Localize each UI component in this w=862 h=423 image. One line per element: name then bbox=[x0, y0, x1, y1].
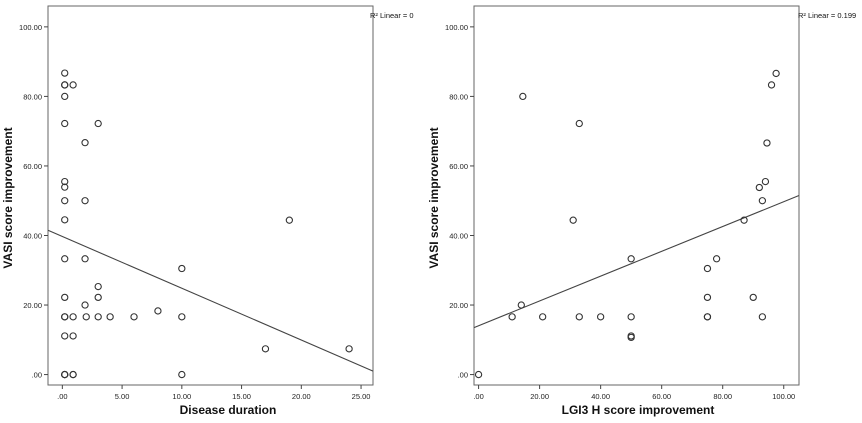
y-axis-title-left: VASI score improvement bbox=[1, 127, 15, 268]
x-tick-label-right-4: 80.00 bbox=[713, 392, 732, 401]
data-point-left-31 bbox=[106, 313, 114, 321]
data-point-left-24 bbox=[81, 255, 89, 263]
data-point-left-36 bbox=[178, 370, 186, 379]
data-point-right-5 bbox=[569, 216, 577, 224]
plot-frame-right bbox=[473, 5, 800, 386]
data-point-left-9 bbox=[61, 255, 69, 263]
data-point-right-19 bbox=[749, 293, 757, 302]
plot-area-left: .00 5.00 10.00 15.00 20.00 25.00 .00 20.00 40.00… bbox=[19, 23, 374, 401]
data-point-right-21 bbox=[758, 197, 767, 205]
data-point-left-7 bbox=[61, 197, 69, 205]
y-tick-label-left-3: 60.00 bbox=[23, 162, 42, 171]
data-point-left-37 bbox=[261, 345, 270, 353]
plot-area-right: .00 20.00 40.00 60.00 80.00 100.00 .00 20.00 40.… bbox=[445, 23, 800, 401]
data-point-left-32 bbox=[130, 313, 138, 321]
data-point-left-25 bbox=[81, 301, 89, 309]
x-tick-label-left-1: 5.00 bbox=[115, 392, 130, 401]
data-point-right-0 bbox=[474, 370, 483, 379]
data-point-right-24 bbox=[761, 177, 770, 186]
data-point-left-29 bbox=[94, 293, 102, 302]
data-point-left-8 bbox=[61, 216, 69, 224]
data-point-right-12 bbox=[627, 333, 635, 342]
data-point-right-1 bbox=[508, 313, 516, 321]
data-point-left-12 bbox=[61, 313, 69, 321]
fit-line-left bbox=[47, 229, 374, 372]
x-axis-title-left: Disease duration bbox=[180, 403, 277, 417]
x-tick-label-right-3: 60.00 bbox=[652, 392, 671, 401]
data-point-left-21 bbox=[69, 370, 77, 379]
data-point-right-25 bbox=[767, 81, 776, 89]
data-point-left-39 bbox=[345, 345, 353, 353]
data-point-left-38 bbox=[285, 216, 294, 224]
y-tick-label-right-2: 40.00 bbox=[449, 231, 468, 240]
data-point-right-17 bbox=[712, 255, 721, 263]
data-point-right-26 bbox=[772, 69, 780, 78]
y-tick-label-right-5: 100.00 bbox=[445, 23, 468, 32]
plot-frame-left bbox=[47, 5, 374, 386]
data-point-left-22 bbox=[81, 138, 89, 147]
data-point-right-13 bbox=[703, 264, 712, 273]
data-point-left-6 bbox=[61, 183, 69, 191]
x-tick-label-right-2: 40.00 bbox=[591, 392, 610, 401]
x-tick-label-right-1: 20.00 bbox=[530, 392, 549, 401]
data-point-left-2 bbox=[61, 81, 69, 89]
data-point-right-20 bbox=[755, 183, 763, 192]
data-point-left-16 bbox=[61, 370, 69, 379]
data-point-left-34 bbox=[178, 264, 186, 273]
data-point-right-7 bbox=[575, 313, 583, 321]
data-point-left-26 bbox=[82, 313, 90, 321]
data-point-left-18 bbox=[69, 313, 77, 321]
data-point-left-0 bbox=[61, 69, 69, 77]
x-tick-label-left-2: 10.00 bbox=[172, 392, 191, 401]
data-point-right-23 bbox=[763, 139, 771, 147]
chart-right: R² Linear = 0.199 LGI3 H score improveme… bbox=[427, 5, 856, 417]
data-point-left-27 bbox=[94, 119, 102, 128]
data-point-right-6 bbox=[575, 119, 583, 128]
data-point-right-16 bbox=[703, 313, 712, 321]
chart-left: R² Linear = 0 Disease duration VASI scor… bbox=[1, 5, 414, 417]
data-point-left-35 bbox=[178, 313, 186, 321]
data-point-left-30 bbox=[94, 313, 102, 321]
data-point-left-5 bbox=[61, 177, 69, 186]
data-point-left-10 bbox=[61, 293, 69, 302]
x-tick-label-left-3: 15.00 bbox=[232, 392, 251, 401]
y-axis-title-right: VASI score improvement bbox=[427, 127, 441, 268]
y-tick-label-left-2: 40.00 bbox=[23, 231, 42, 240]
data-point-right-18 bbox=[740, 216, 748, 224]
y-tick-label-left-1: 20.00 bbox=[23, 301, 42, 310]
y-tick-label-right-3: 60.00 bbox=[449, 162, 468, 171]
x-tick-label-right-0: .00 bbox=[473, 392, 483, 401]
y-tick-label-right-4: 80.00 bbox=[449, 92, 468, 101]
data-point-left-4 bbox=[61, 119, 69, 128]
data-point-right-8 bbox=[596, 313, 605, 321]
y-tick-label-left-4: 80.00 bbox=[23, 92, 42, 101]
y-tick-label-left-0: .00 bbox=[32, 371, 42, 380]
data-point-right-2 bbox=[517, 301, 525, 309]
data-point-left-13 bbox=[61, 332, 69, 340]
data-point-left-33 bbox=[154, 307, 162, 315]
y-tick-label-right-1: 20.00 bbox=[449, 301, 468, 310]
data-point-right-10 bbox=[627, 313, 635, 321]
y-tick-label-right-0: .00 bbox=[458, 371, 468, 380]
x-tick-label-left-0: .00 bbox=[57, 392, 67, 401]
data-point-left-19 bbox=[69, 332, 77, 340]
r2-label-right: R² Linear = 0.199 bbox=[798, 11, 856, 20]
data-point-left-23 bbox=[81, 197, 89, 205]
data-point-left-17 bbox=[69, 81, 77, 89]
x-axis-title-right: LGI3 H score improvement bbox=[562, 403, 715, 417]
data-point-left-28 bbox=[94, 282, 102, 291]
data-point-right-14 bbox=[703, 293, 712, 302]
data-point-left-3 bbox=[61, 92, 69, 101]
x-tick-label-left-5: 25.00 bbox=[352, 392, 371, 401]
data-point-right-3 bbox=[519, 92, 527, 101]
data-point-right-4 bbox=[539, 313, 547, 321]
r2-label-left: R² Linear = 0 bbox=[370, 11, 414, 20]
data-point-right-9 bbox=[627, 255, 635, 263]
data-point-right-22 bbox=[758, 313, 767, 321]
x-tick-label-right-5: 100.00 bbox=[772, 392, 795, 401]
x-tick-label-left-4: 20.00 bbox=[292, 392, 311, 401]
y-tick-label-left-5: 100.00 bbox=[19, 23, 42, 32]
